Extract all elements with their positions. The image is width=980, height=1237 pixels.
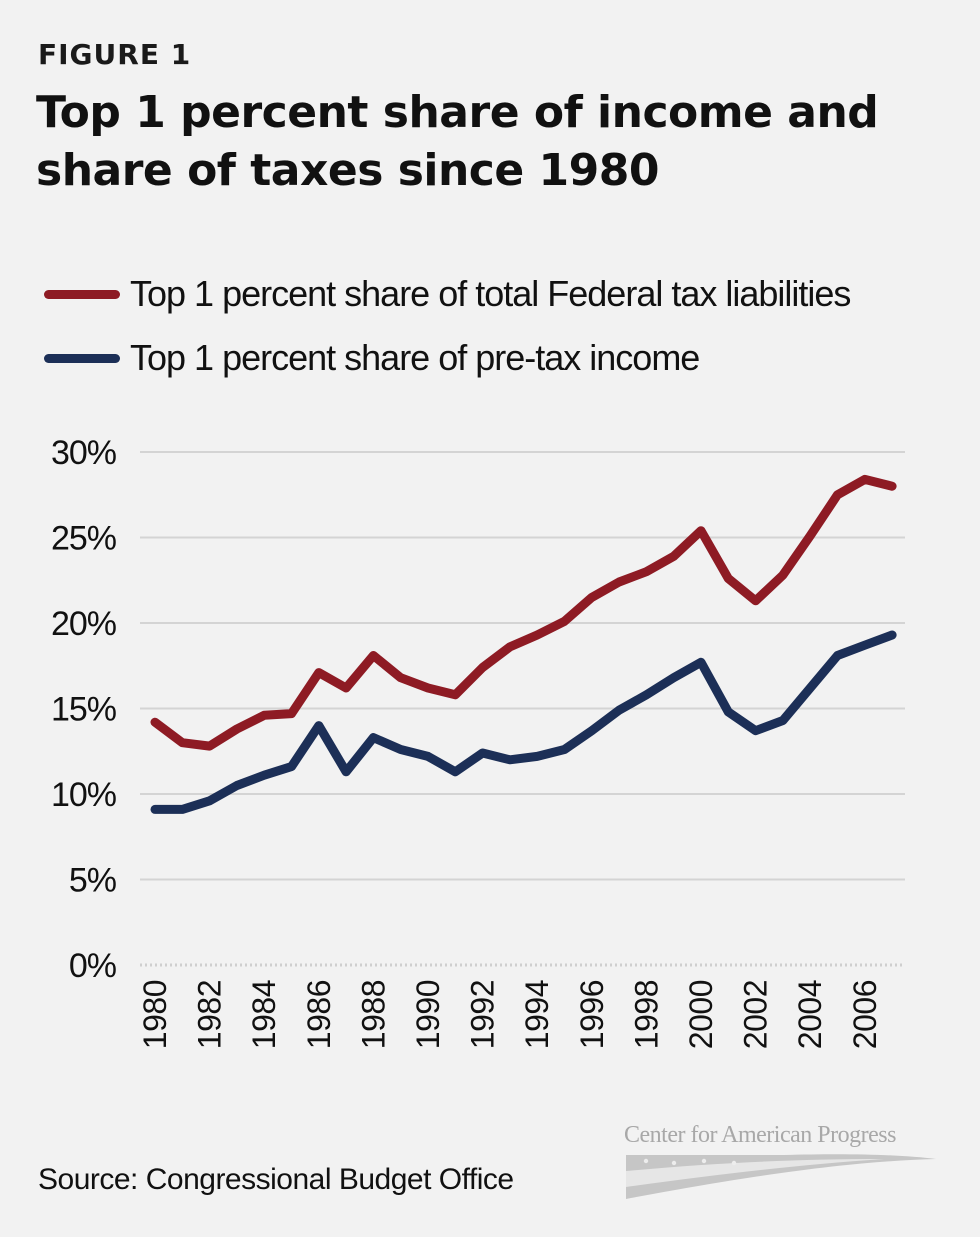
x-tick-label: 1984 xyxy=(246,980,282,1049)
legend-item-tax-liabilities: Top 1 percent share of total Federal tax… xyxy=(44,262,851,326)
chart-title: Top 1 percent share of income and share … xyxy=(36,87,879,196)
x-tick-label: 2004 xyxy=(792,980,828,1049)
series-line-pretax-income xyxy=(150,630,897,814)
y-tick-label: 30% xyxy=(51,434,117,472)
x-tick-label: 1992 xyxy=(465,980,501,1049)
y-axis-ticks: 30% 25% 20% 15% 10% 5% 0% xyxy=(51,434,118,985)
x-tick-label: 1982 xyxy=(192,980,228,1049)
x-tick-label: 2002 xyxy=(738,980,774,1049)
cap-logo: Center for American Progress xyxy=(624,1122,944,1202)
y-tick-label: 25% xyxy=(51,520,117,558)
figure-label: FIGURE 1 xyxy=(38,38,192,71)
x-tick-label: 1986 xyxy=(301,980,337,1049)
gridlines xyxy=(140,451,905,967)
flag-swoosh-icon xyxy=(626,1154,936,1199)
cap-logo-text: Center for American Progress xyxy=(624,1122,896,1148)
legend: Top 1 percent share of total Federal tax… xyxy=(44,262,851,390)
x-tick-label: 1998 xyxy=(628,980,664,1049)
y-tick-label: 0% xyxy=(69,947,117,985)
x-axis-ticks: 1980 1982 1984 1986 1988 1990 1992 1994 1996 1998… xyxy=(137,980,883,1049)
series-lines xyxy=(150,474,897,814)
x-tick-label: 1990 xyxy=(410,980,446,1049)
x-tick-label: 2006 xyxy=(847,980,883,1049)
legend-label-pretax-income: Top 1 percent share of pre-tax income xyxy=(130,337,700,378)
x-tick-label: 2000 xyxy=(683,980,719,1049)
x-tick-label: 1996 xyxy=(574,980,610,1049)
x-tick-label: 1988 xyxy=(355,980,391,1049)
y-tick-label: 5% xyxy=(69,862,117,900)
x-tick-label: 1994 xyxy=(519,980,555,1049)
legend-swatch-tax-liabilities xyxy=(44,289,120,299)
legend-swatch-pretax-income xyxy=(44,353,120,363)
y-tick-label: 20% xyxy=(51,605,117,643)
y-tick-label: 10% xyxy=(51,776,117,814)
source-note: Source: Congressional Budget Office xyxy=(38,1163,514,1196)
x-tick-label: 1980 xyxy=(137,980,173,1049)
line-chart: 30% 25% 20% 15% 10% 5% 0% 1980 1982 1984 1986 1988… xyxy=(51,434,905,1049)
legend-label-tax-liabilities: Top 1 percent share of total Federal tax… xyxy=(130,273,851,314)
series-line-tax-liabilities xyxy=(150,474,897,751)
legend-item-pretax-income: Top 1 percent share of pre-tax income xyxy=(44,326,850,390)
y-tick-label: 15% xyxy=(51,691,117,729)
